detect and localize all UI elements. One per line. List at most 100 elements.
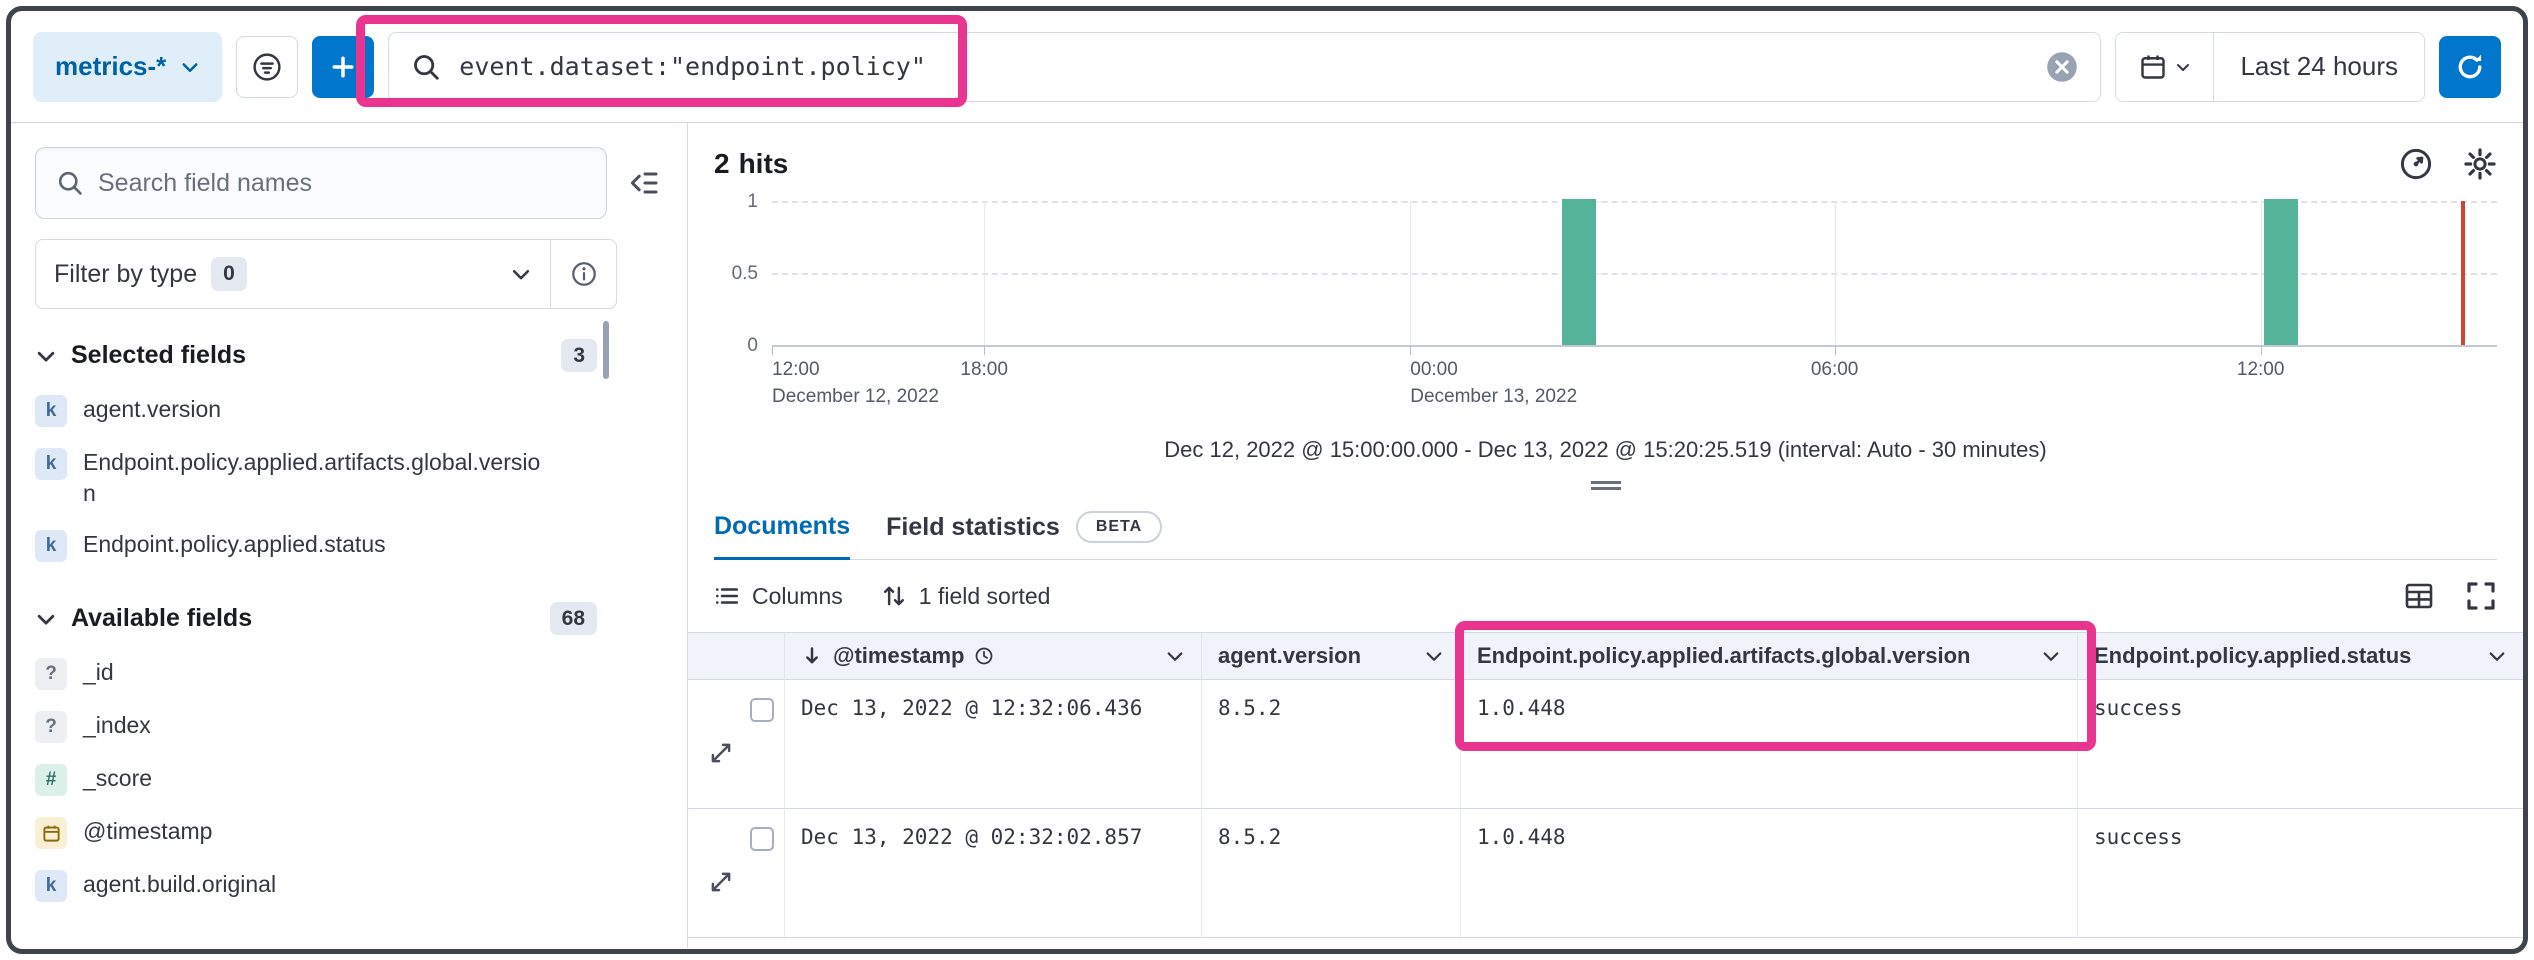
row-controls [688,809,785,938]
selected-fields-section-header[interactable]: Selected fields 3 [35,339,667,373]
grid-toolbar: Columns 1 field sorted [714,572,2497,620]
available-fields-section-header[interactable]: Available fields 68 [35,602,667,636]
cell-agent-version[interactable]: 8.5.2 [1202,680,1461,809]
x-axis-tick: 06:00 [1810,359,1859,380]
axis-tick [772,346,773,355]
column-header-timestamp[interactable]: @timestamp [785,633,1202,680]
row-checkbox[interactable] [750,827,774,851]
chevron-down-icon[interactable] [2041,646,2061,666]
search-icon [411,52,441,82]
axis-tick [1410,346,1412,355]
cell-global-version[interactable]: 1.0.448 [1461,809,2078,938]
tab-field-statistics[interactable]: Field statistics BETA [886,511,1163,559]
fullscreen-icon[interactable] [2465,580,2497,612]
gridline [984,201,986,345]
chevron-down-icon [180,57,200,77]
cell-timestamp[interactable]: Dec 13, 2022 @ 02:32:02.857 [785,809,1202,938]
available-fields-list: ? _id ? _index # _score [35,647,667,912]
refresh-button[interactable] [2439,35,2501,98]
chart-resize-handle[interactable] [1590,481,1621,490]
field-item[interactable]: k Endpoint.policy.applied.artifacts.glob… [35,437,667,519]
field-filters-info-button[interactable] [551,239,617,309]
tab-documents[interactable]: Documents [714,512,851,560]
sidebar-scrollbar-thumb[interactable] [603,321,609,379]
keyword-field-icon: k [35,870,67,903]
filter-icon [252,52,282,82]
clear-query-icon[interactable] [2046,51,2078,83]
chevron-down-icon [2175,59,2191,75]
gridline [1410,201,1412,345]
field-name: _index [83,712,151,739]
field-search[interactable] [35,147,607,219]
cell-global-version[interactable]: 1.0.448 [1461,680,2078,809]
field-item[interactable]: @timestamp [35,806,667,859]
time-range-button[interactable]: Last 24 hours [2214,32,2424,101]
display-options-icon[interactable] [2403,580,2435,612]
field-item[interactable]: ? _id [35,647,667,700]
date-quick-select-button[interactable] [2116,32,2215,101]
chevron-down-icon[interactable] [1165,646,1185,666]
field-item[interactable]: k agent.version [35,384,667,437]
axis-tick [1834,346,1836,355]
chevron-down-icon[interactable] [1424,646,1444,666]
sort-fields-button[interactable]: 1 field sorted [881,582,1051,610]
chart-options-icon[interactable] [2399,147,2433,181]
date-picker: Last 24 hours [2115,31,2425,102]
chevron-down-icon [35,608,57,630]
field-item[interactable]: k agent.build.original [35,859,667,912]
available-fields-count-badge: 68 [549,602,597,636]
fields-sidebar: Filter by type 0 Selected fields [11,123,688,948]
header-controls-column [688,633,785,680]
expand-document-icon[interactable] [708,827,734,937]
row-checkbox[interactable] [750,698,774,722]
column-header-global-version[interactable]: Endpoint.policy.applied.artifacts.global… [1461,633,2078,680]
available-fields-title: Available fields [71,604,253,633]
saved-query-menu-button[interactable] [236,35,299,98]
query-bar[interactable] [388,31,2102,102]
tab-field-statistics-label: Field statistics [886,512,1060,541]
cell-timestamp[interactable]: Dec 13, 2022 @ 12:32:06.436 [785,680,1202,809]
cell-agent-version[interactable]: 8.5.2 [1202,809,1461,938]
histogram-bar[interactable] [1562,199,1597,345]
sorted-label: 1 field sorted [918,582,1051,609]
histogram-chart: 1 0.5 0 [714,191,2497,417]
columns-button[interactable]: Columns [714,583,843,610]
number-field-icon: # [35,764,67,797]
gear-icon[interactable] [2463,147,2497,181]
date-field-icon [35,817,67,850]
cell-status[interactable]: success [2078,809,2523,938]
field-name: Endpoint.policy.applied.artifacts.global… [83,449,541,507]
field-name: _score [83,765,153,792]
collapse-sidebar-button[interactable] [621,160,667,206]
field-item[interactable]: ? _index [35,700,667,753]
discover-main: 2 hits 1 0.5 0 [688,123,2523,948]
chevron-down-icon[interactable] [2487,646,2507,666]
sort-icon [881,583,907,609]
y-axis-tick: 0 [747,335,758,356]
column-label: Endpoint.policy.applied.status [2094,643,2412,668]
column-label: @timestamp [833,643,965,668]
cell-status[interactable]: success [2078,680,2523,809]
histogram-bar[interactable] [2264,199,2299,345]
x-axis-tick: 18:00 [960,359,1008,380]
data-view-picker[interactable]: metrics-* [33,31,223,102]
columns-label: Columns [752,582,843,609]
keyword-field-icon: k [35,448,67,481]
gridline [772,273,2497,275]
field-search-input[interactable] [98,168,586,198]
data-view-label: metrics-* [55,51,167,81]
time-range-caption: Dec 12, 2022 @ 15:00:00.000 - Dec 13, 20… [1164,437,2047,462]
column-label: Endpoint.policy.applied.artifacts.global… [1477,643,1971,668]
field-item[interactable]: # _score [35,753,667,806]
column-header-agent-version[interactable]: agent.version [1202,633,1461,680]
selected-fields-list: k agent.version k Endpoint.policy.applie… [35,384,667,572]
query-input[interactable] [459,52,2029,81]
filter-by-type-dropdown[interactable]: Filter by type 0 [35,239,551,309]
gridline [1834,201,1836,345]
expand-document-icon[interactable] [708,698,734,808]
current-time-marker [2460,201,2465,345]
add-filter-button[interactable] [312,35,375,98]
field-item[interactable]: k Endpoint.policy.applied.status [35,519,667,572]
chart-plot-area [772,199,2497,355]
column-header-status[interactable]: Endpoint.policy.applied.status [2078,633,2523,680]
